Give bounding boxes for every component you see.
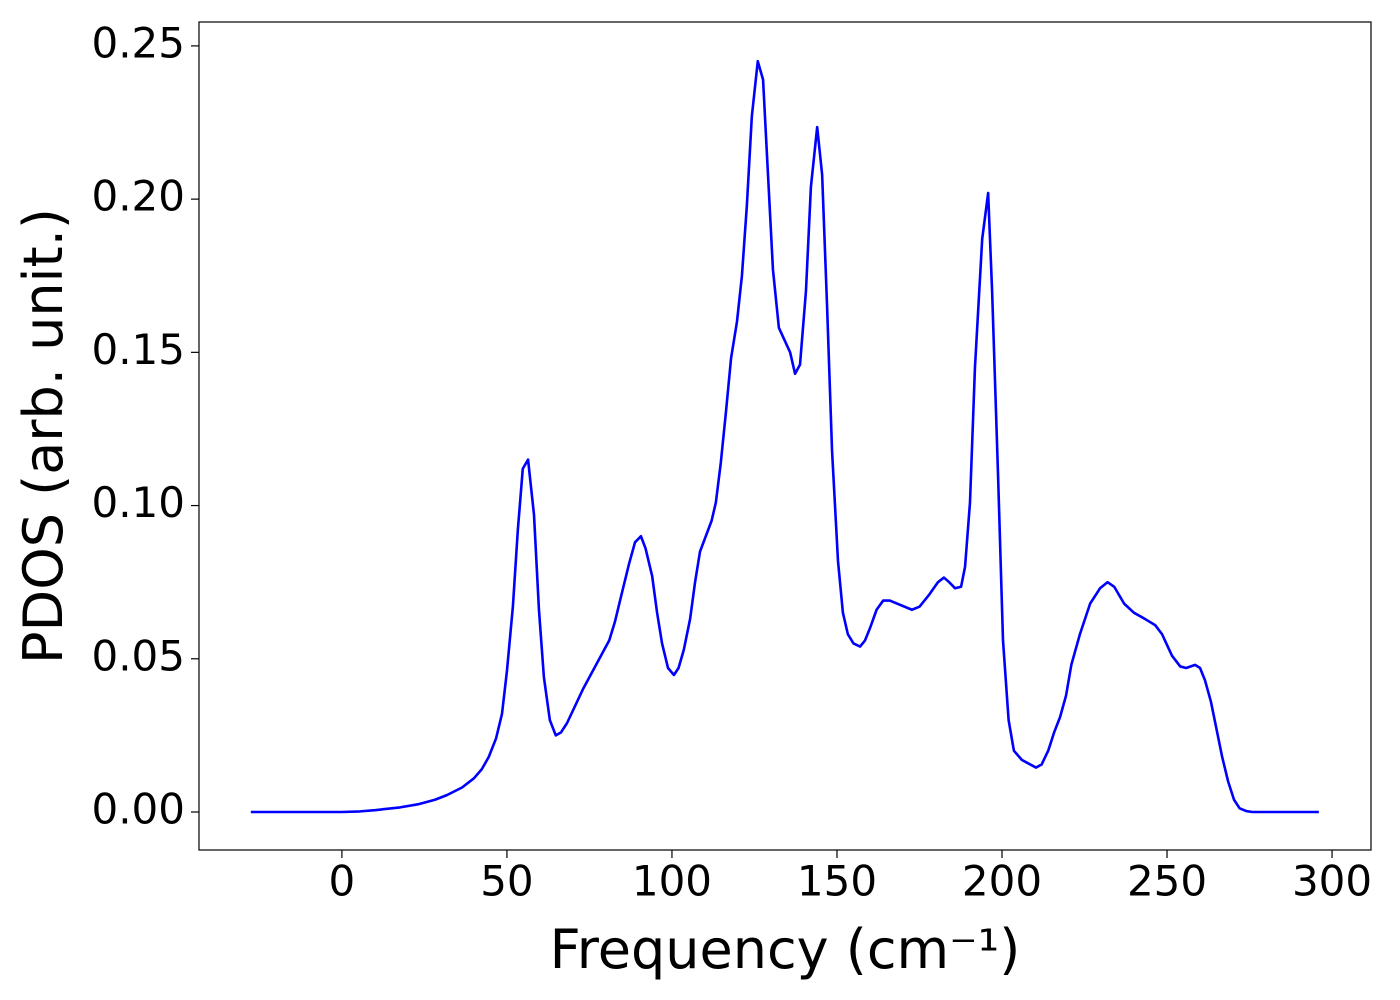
x-axis-label: Frequency (cm⁻¹) bbox=[550, 918, 1021, 981]
x-tick-label: 300 bbox=[1292, 857, 1372, 906]
y-tick-label: 0.05 bbox=[91, 631, 185, 680]
y-axis-label: PDOS (arb. unit.) bbox=[12, 208, 75, 664]
pdos-line bbox=[250, 59, 1319, 814]
y-tick-label: 0.20 bbox=[91, 172, 185, 221]
x-tick-label: 200 bbox=[962, 857, 1042, 906]
y-tick-label: 0.15 bbox=[91, 325, 185, 374]
y-tick-label: 0.10 bbox=[91, 478, 185, 527]
plot-frame bbox=[198, 21, 1372, 851]
x-tick-label: 100 bbox=[632, 857, 712, 906]
y-tick-label: 0.00 bbox=[91, 785, 185, 834]
y-tick-label: 0.25 bbox=[91, 18, 185, 67]
x-tick-label: 0 bbox=[329, 857, 356, 906]
x-tick-label: 150 bbox=[797, 857, 877, 906]
x-tick-label: 50 bbox=[480, 857, 533, 906]
x-tick-label: 250 bbox=[1127, 857, 1207, 906]
